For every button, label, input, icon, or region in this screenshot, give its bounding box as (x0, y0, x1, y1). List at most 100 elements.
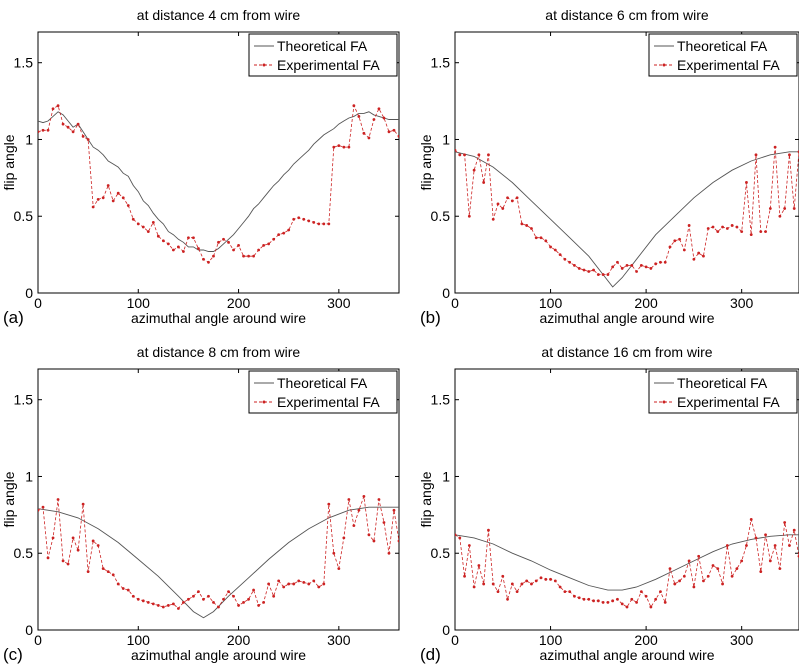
data-point (482, 181, 486, 184)
data-point (182, 600, 185, 604)
data-point (558, 253, 562, 257)
data-point (212, 254, 215, 258)
data-point (187, 236, 190, 240)
data-point (768, 559, 772, 563)
data-point (277, 579, 281, 583)
data-point (297, 216, 301, 220)
data-point (601, 600, 605, 604)
data-point (788, 544, 791, 547)
data-point (41, 128, 45, 132)
data-point (463, 574, 466, 578)
legend: Theoretical FA Experimental FA (248, 33, 398, 77)
data-point (458, 536, 462, 540)
data-point (131, 217, 135, 221)
data-point (644, 265, 648, 269)
x-tick-label: 200 (634, 632, 658, 648)
data-point (754, 153, 758, 157)
data-point (51, 107, 55, 111)
data-point (187, 597, 190, 601)
data-point (91, 539, 95, 543)
data-point (749, 233, 753, 237)
data-point (71, 536, 75, 540)
y-tick-label: 1.5 (14, 392, 34, 408)
data-point (596, 273, 600, 276)
data-point (252, 588, 255, 592)
data-point (382, 521, 386, 524)
data-point (307, 219, 311, 223)
data-point (616, 260, 619, 264)
data-point (352, 524, 356, 527)
data-point (472, 585, 476, 589)
data-point (322, 582, 326, 586)
data-point (530, 227, 533, 230)
data-point (151, 602, 155, 606)
data-point (702, 579, 705, 583)
data-point (136, 597, 140, 601)
data-point (202, 257, 205, 261)
x-tick-label: 100 (539, 295, 563, 311)
legend: Theoretical FA Experimental FA (648, 33, 798, 77)
data-point (272, 237, 276, 241)
y-tick-label: 0 (442, 622, 450, 638)
data-point (38, 130, 40, 134)
data-point (272, 594, 276, 598)
data-point (687, 559, 691, 563)
data-point (161, 239, 165, 243)
data-point (81, 135, 85, 138)
y-axis-label: flip angle (418, 134, 434, 190)
data-point (106, 570, 110, 574)
series-group (38, 495, 399, 619)
data-point (467, 214, 471, 218)
data-point (539, 236, 543, 240)
data-point (625, 263, 629, 267)
data-point (357, 115, 361, 118)
data-point (146, 600, 150, 604)
data-point (678, 579, 681, 583)
data-point (71, 130, 75, 134)
data-point (101, 196, 105, 200)
data-point (549, 245, 552, 249)
data-point (682, 574, 686, 578)
data-point (116, 191, 120, 195)
data-point (515, 196, 519, 200)
data-point (282, 585, 286, 589)
y-tick-label: 0.5 (431, 208, 451, 224)
data-point (520, 222, 524, 226)
data-point (242, 254, 245, 258)
data-point (706, 574, 710, 578)
data-point (377, 107, 381, 111)
data-point (312, 579, 316, 583)
x-tick-label: 0 (451, 295, 459, 311)
data-point (740, 230, 744, 233)
data-point (639, 263, 643, 267)
data-point (735, 225, 739, 229)
data-point (687, 224, 691, 227)
data-point (725, 227, 729, 230)
panel-label: (c) (3, 645, 23, 664)
data-point (332, 551, 336, 555)
data-point (257, 604, 261, 607)
data-point (587, 270, 591, 273)
data-point (482, 582, 486, 586)
data-point (232, 248, 235, 252)
data-point (242, 600, 245, 604)
data-point (773, 544, 777, 547)
data-point (630, 597, 634, 601)
data-point (764, 230, 767, 233)
data-point (282, 231, 286, 235)
data-point (262, 600, 266, 604)
data-point (337, 567, 341, 570)
data-point (745, 181, 748, 184)
data-point (725, 544, 729, 547)
data-point (702, 254, 705, 258)
data-point (377, 498, 381, 501)
data-point (788, 153, 791, 157)
data-point (544, 239, 548, 243)
data-point (76, 548, 80, 552)
chart-title: at distance 16 cm from wire (541, 344, 712, 360)
data-point (51, 536, 55, 540)
data-point (510, 199, 514, 203)
data-point (156, 604, 160, 607)
data-point (86, 138, 90, 141)
x-tick-label: 0 (451, 632, 459, 648)
